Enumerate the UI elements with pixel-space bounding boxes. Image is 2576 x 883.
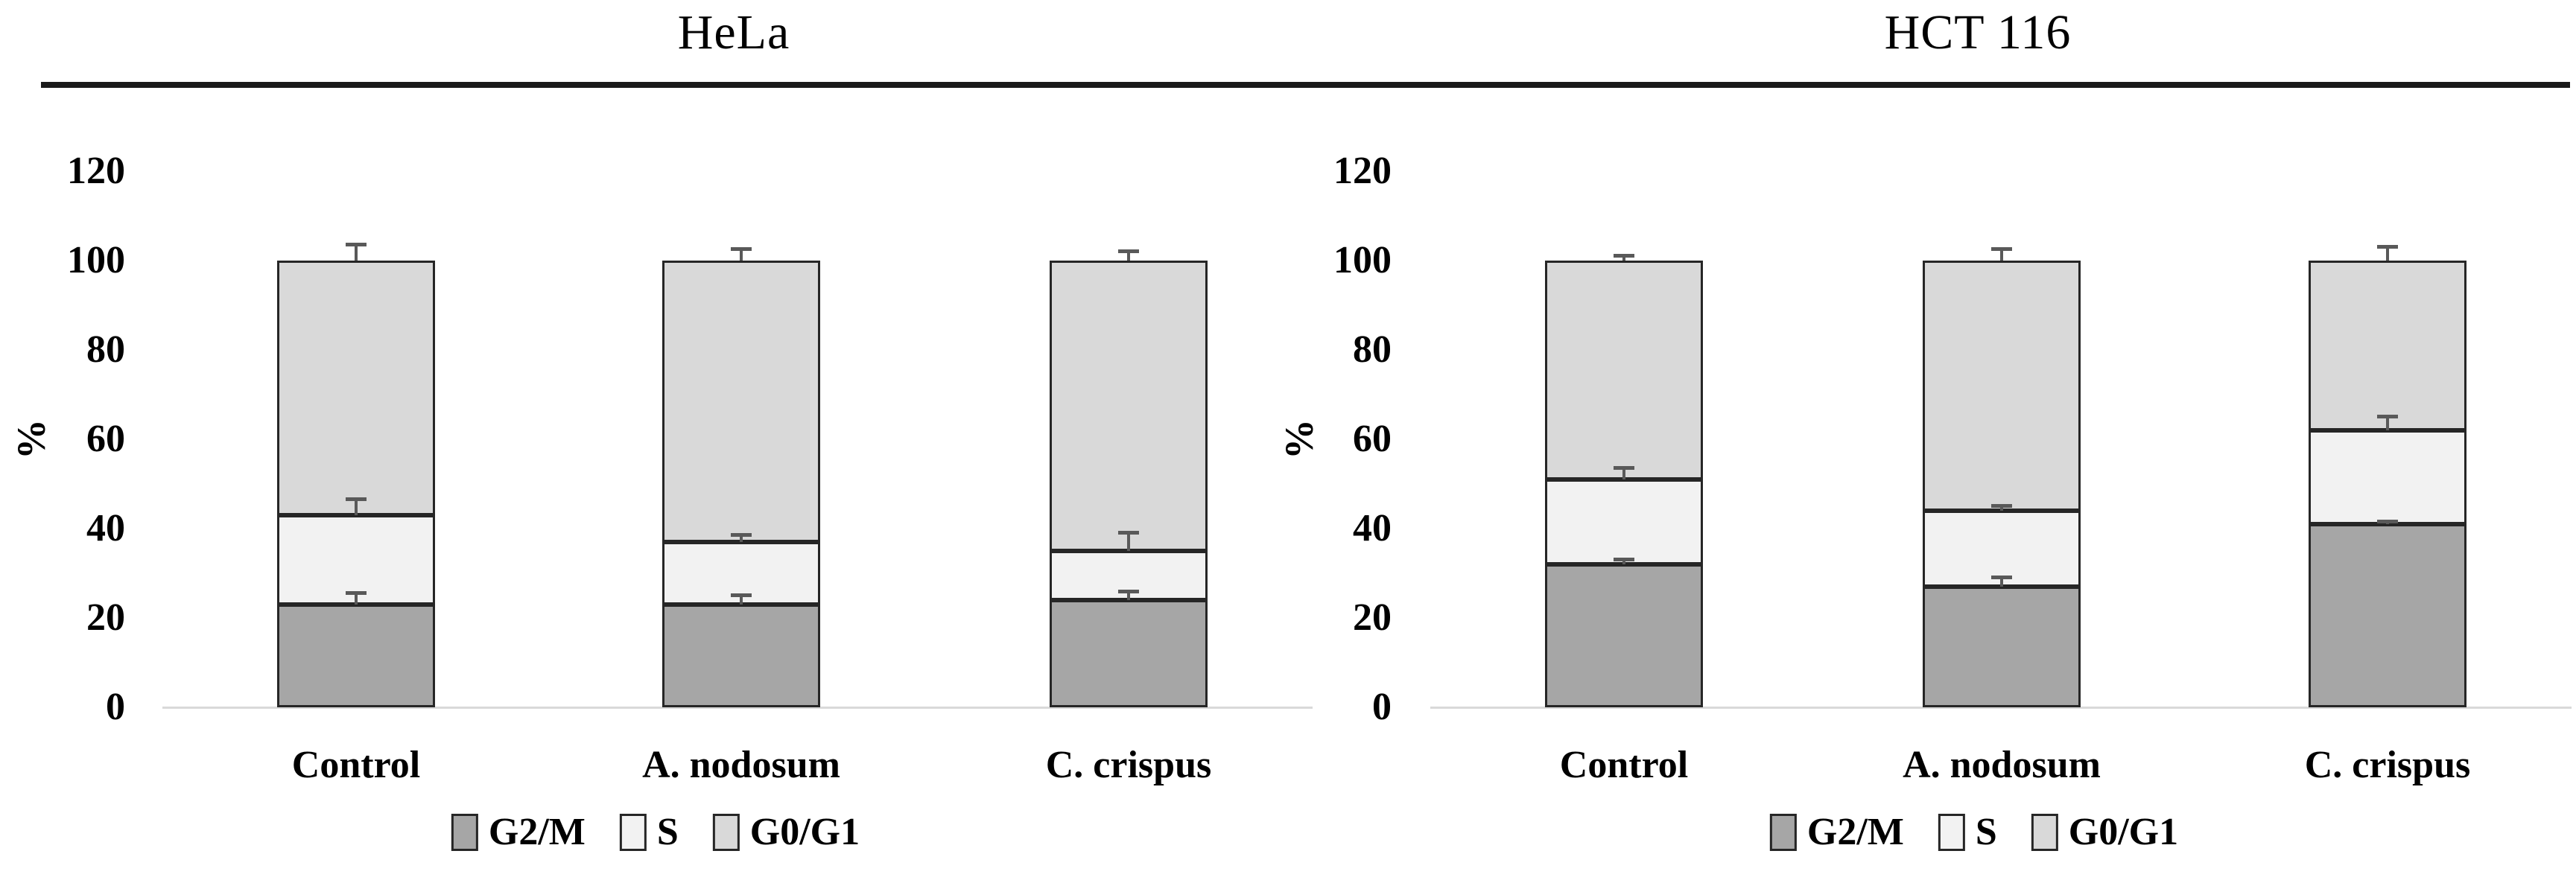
error-bar — [1127, 531, 1130, 551]
y-tick-label: 40 — [1353, 507, 1392, 549]
x-category-label: A. nodosum — [642, 744, 840, 786]
error-bar — [740, 533, 743, 542]
error-bar-cap — [2377, 245, 2398, 249]
y-tick-label: 120 — [67, 150, 125, 192]
error-bar-cap — [1991, 504, 2012, 508]
legend-label: G2/M — [488, 811, 586, 853]
error-bar — [355, 243, 358, 261]
bar-segment-g0-g1 — [2309, 261, 2466, 430]
error-bar-cap — [2377, 415, 2398, 418]
error-bar — [1127, 590, 1130, 600]
bar-segment-g2-m — [277, 605, 435, 707]
y-tick-label: 60 — [86, 418, 125, 460]
bar-segment-g2-m — [1923, 587, 2081, 707]
x-category-label: Control — [291, 744, 421, 786]
legend-item: G2/M — [1769, 810, 1904, 855]
y-tick-label: 100 — [1333, 239, 1392, 281]
legend-item: G2/M — [451, 810, 586, 855]
x-category-label: C. crispus — [1045, 744, 1212, 786]
error-bar-cap — [1614, 254, 1634, 258]
error-bar-cap — [1118, 249, 1139, 253]
bar-segment-g0-g1 — [1923, 261, 2081, 511]
bar-segment-g2-m — [662, 605, 820, 707]
error-bar — [1622, 466, 1625, 479]
error-bar-cap — [346, 591, 367, 595]
error-bar-cap — [1991, 576, 2012, 579]
y-axis-label-percent: % — [1277, 419, 1322, 459]
legend-label: S — [1975, 811, 1997, 853]
error-bar-cap — [1118, 590, 1139, 594]
bar-segment-g0-g1 — [662, 261, 820, 542]
legend-label: G0/G1 — [2068, 811, 2179, 853]
legend-swatch-g0-g1 — [712, 814, 740, 851]
legend-item: S — [619, 810, 679, 855]
bar-segment-g0-g1 — [1050, 261, 1208, 551]
bar-segment-s — [1923, 511, 2081, 587]
legend-swatch-g2-m — [451, 814, 478, 851]
bar-segment-s — [2309, 430, 2466, 524]
y-tick-label: 0 — [106, 686, 125, 728]
error-bar-cap — [731, 247, 752, 251]
legend: G2/M S G0/G1 — [451, 810, 860, 855]
x-category-label: C. crispus — [2304, 744, 2471, 786]
bar-segment-g0-g1 — [1545, 261, 1703, 479]
y-tick-label: 40 — [86, 507, 125, 549]
legend-item: G0/G1 — [712, 810, 860, 855]
chart-title-hct116: HCT 116 — [1884, 5, 2072, 60]
legend-swatch-g2-m — [1769, 814, 1797, 851]
x-axis-line — [1430, 707, 2572, 709]
legend-swatch-s — [619, 814, 647, 851]
error-bar — [355, 497, 358, 515]
y-tick-label: 60 — [1353, 418, 1392, 460]
error-bar — [2386, 245, 2389, 261]
bar-segment-g0-g1 — [277, 261, 435, 515]
error-bar — [740, 247, 743, 261]
error-bar-cap — [1614, 558, 1634, 561]
bar-segment-g2-m — [1050, 600, 1208, 707]
error-bar-cap — [1118, 531, 1139, 535]
error-bar-cap — [731, 533, 752, 537]
error-bar-cap — [2377, 520, 2398, 523]
legend-swatch-s — [1938, 814, 1965, 851]
y-tick-label: 80 — [86, 328, 125, 371]
legend: G2/M S G0/G1 — [1769, 810, 2178, 855]
error-bar — [2386, 415, 2389, 430]
error-bar-cap — [731, 593, 752, 597]
error-bar — [2000, 247, 2003, 261]
error-bar — [2000, 576, 2003, 587]
y-tick-label: 0 — [1372, 686, 1392, 728]
error-bar — [1127, 249, 1130, 261]
error-bar — [740, 593, 743, 605]
bar-segment-s — [1545, 479, 1703, 564]
legend-label: S — [656, 811, 679, 853]
y-tick-label: 20 — [86, 596, 125, 639]
y-tick-label: 20 — [1353, 596, 1392, 639]
error-bar-cap — [346, 497, 367, 501]
x-category-label: Control — [1559, 744, 1689, 786]
legend-label: G2/M — [1806, 811, 1904, 853]
bar-segment-g2-m — [2309, 524, 2466, 707]
error-bar — [355, 591, 358, 605]
error-bar-cap — [1991, 247, 2012, 251]
legend-item: G0/G1 — [2031, 810, 2178, 855]
y-tick-label: 100 — [67, 239, 125, 281]
chart-title-hela: HeLa — [677, 5, 790, 60]
bar-segment-s — [277, 515, 435, 605]
error-bar-cap — [346, 243, 367, 246]
x-category-label: A. nodosum — [1903, 744, 2101, 786]
bar-segment-g2-m — [1545, 564, 1703, 707]
error-bar-cap — [1614, 466, 1634, 470]
header-divider-line — [41, 82, 2570, 88]
legend-swatch-g0-g1 — [2031, 814, 2058, 851]
y-tick-label: 80 — [1353, 328, 1392, 371]
legend-item: S — [1938, 810, 1997, 855]
legend-label: G0/G1 — [749, 811, 860, 853]
y-tick-label: 120 — [1333, 150, 1392, 192]
x-axis-line — [162, 707, 1313, 709]
